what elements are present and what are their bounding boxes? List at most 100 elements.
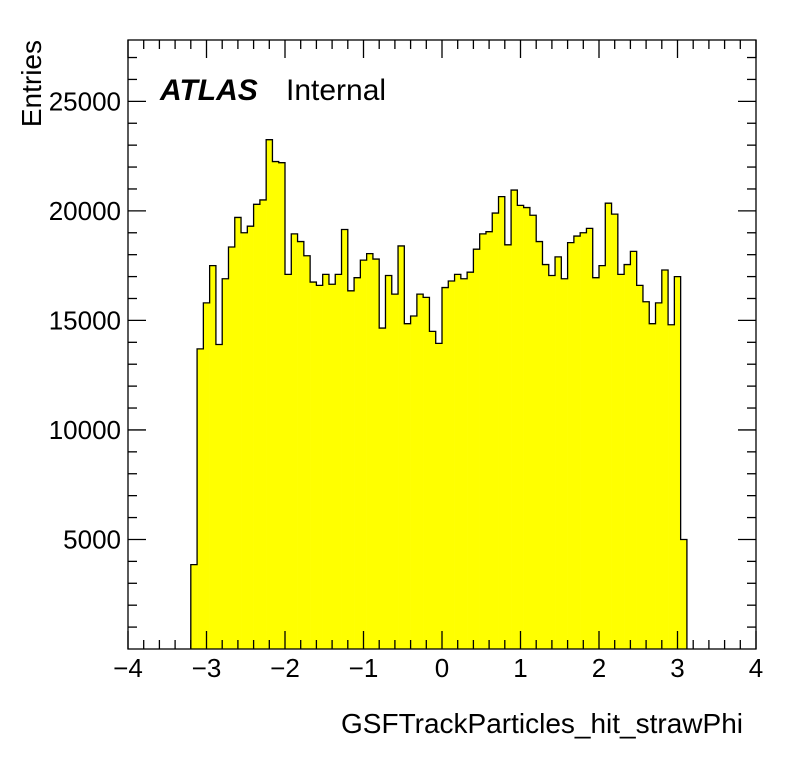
histogram-bin <box>335 274 342 649</box>
histogram-bin <box>649 323 656 649</box>
histogram-bin <box>599 265 606 649</box>
histogram-bin <box>580 232 587 649</box>
histogram-bin <box>197 348 204 649</box>
x-tick-label: −4 <box>113 653 143 683</box>
histogram-bin <box>347 290 355 649</box>
histogram-bin <box>322 274 330 649</box>
histogram-bin <box>680 539 688 649</box>
histogram-bin <box>272 161 280 649</box>
plot-frame <box>127 39 757 650</box>
histogram-bin <box>542 264 550 649</box>
histogram-bin <box>310 282 317 649</box>
histogram-bin <box>372 259 380 649</box>
histogram-bins <box>190 139 688 650</box>
histogram-bin <box>636 285 644 649</box>
histogram-bin <box>442 287 449 649</box>
internal-label: Internal <box>286 74 386 107</box>
histogram-bin <box>253 204 261 649</box>
histogram-bin <box>586 228 594 649</box>
histogram-bin <box>435 343 443 649</box>
x-tick-label: 1 <box>513 653 527 683</box>
histogram-outline <box>190 139 688 649</box>
histogram-bin <box>617 274 625 649</box>
histogram-bin <box>592 277 600 649</box>
histogram-bin <box>655 302 663 649</box>
histogram-bin <box>642 301 650 649</box>
histogram-bin <box>291 233 298 649</box>
histogram-bin <box>215 344 223 649</box>
x-tick-label: −3 <box>192 653 222 683</box>
histogram-bin <box>354 277 361 649</box>
histogram-bin <box>492 213 499 649</box>
histogram-bin <box>504 244 512 649</box>
axis-ticks <box>127 40 757 649</box>
histogram-bin <box>234 217 242 649</box>
histogram-bin <box>360 260 367 649</box>
histogram-bin <box>661 270 669 649</box>
atlas-label: ATLAS <box>159 74 258 107</box>
histogram-bin <box>385 275 393 649</box>
histogram-bin <box>485 231 493 650</box>
histogram-bin <box>410 316 418 649</box>
histogram-bin <box>416 294 424 649</box>
histogram-bin <box>674 276 681 649</box>
histogram-bin <box>366 253 374 649</box>
histogram-bin <box>473 249 480 649</box>
histogram-bin <box>555 256 562 649</box>
histogram-bin <box>498 196 506 650</box>
histogram-bin <box>285 274 292 649</box>
x-tick-label: 4 <box>749 653 763 683</box>
histogram-bin <box>460 278 468 649</box>
histogram-bin <box>523 207 531 649</box>
y-tick-label: 5000 <box>63 524 121 554</box>
histogram-bin <box>605 203 612 649</box>
histogram-bin <box>429 331 437 649</box>
histogram-bin <box>247 226 254 650</box>
x-tick-label: 2 <box>592 653 606 683</box>
histogram-bin <box>228 247 236 650</box>
histogram-bin <box>209 265 217 649</box>
histogram-bin <box>297 241 305 650</box>
y-axis-title: Entries <box>16 40 47 127</box>
histogram-bin <box>511 190 518 649</box>
histogram-bin <box>190 564 198 649</box>
histogram-bin <box>467 272 474 649</box>
histogram-bin <box>303 255 311 649</box>
histogram-bin <box>517 205 524 649</box>
x-tick-label: 0 <box>435 653 449 683</box>
x-axis-title: GSFTrackParticles_hit_strawPhi <box>341 708 743 739</box>
histogram-bin <box>316 285 323 649</box>
histogram-bin <box>454 274 462 649</box>
histogram-bin <box>448 280 455 649</box>
histogram-bin <box>259 199 267 649</box>
histogram-bin <box>423 297 430 649</box>
histogram-bin <box>341 229 349 649</box>
histogram-bin <box>630 251 637 650</box>
histogram-bin <box>479 233 487 649</box>
histogram-bin <box>379 328 386 649</box>
histogram-bin <box>203 302 210 649</box>
histogram-bin <box>611 214 619 649</box>
tick-labels: −4 −3 −2 −1 0 1 2 3 4 5000 10000 15000 20000 25000 <box>49 86 764 683</box>
histogram-bin <box>624 264 631 649</box>
x-tick-label: −1 <box>349 653 379 683</box>
histogram-bin <box>529 215 537 649</box>
histogram-bin <box>567 242 575 649</box>
histogram-bin <box>398 245 405 649</box>
histogram-bin <box>266 139 273 650</box>
histogram-bin <box>241 232 248 649</box>
y-tick-label: 20000 <box>49 196 121 226</box>
histogram-bin <box>328 284 336 649</box>
histogram-bin <box>404 323 411 649</box>
y-tick-label: 25000 <box>49 86 121 116</box>
x-tick-label: −2 <box>270 653 300 683</box>
y-tick-label: 15000 <box>49 305 121 335</box>
histogram-bin <box>391 294 399 649</box>
y-tick-label: 10000 <box>49 415 121 445</box>
histogram-bin <box>222 278 229 649</box>
x-tick-label: 3 <box>670 653 684 683</box>
histogram-bin <box>548 275 556 649</box>
histogram-bin <box>561 278 568 649</box>
histogram-bin <box>278 162 286 649</box>
